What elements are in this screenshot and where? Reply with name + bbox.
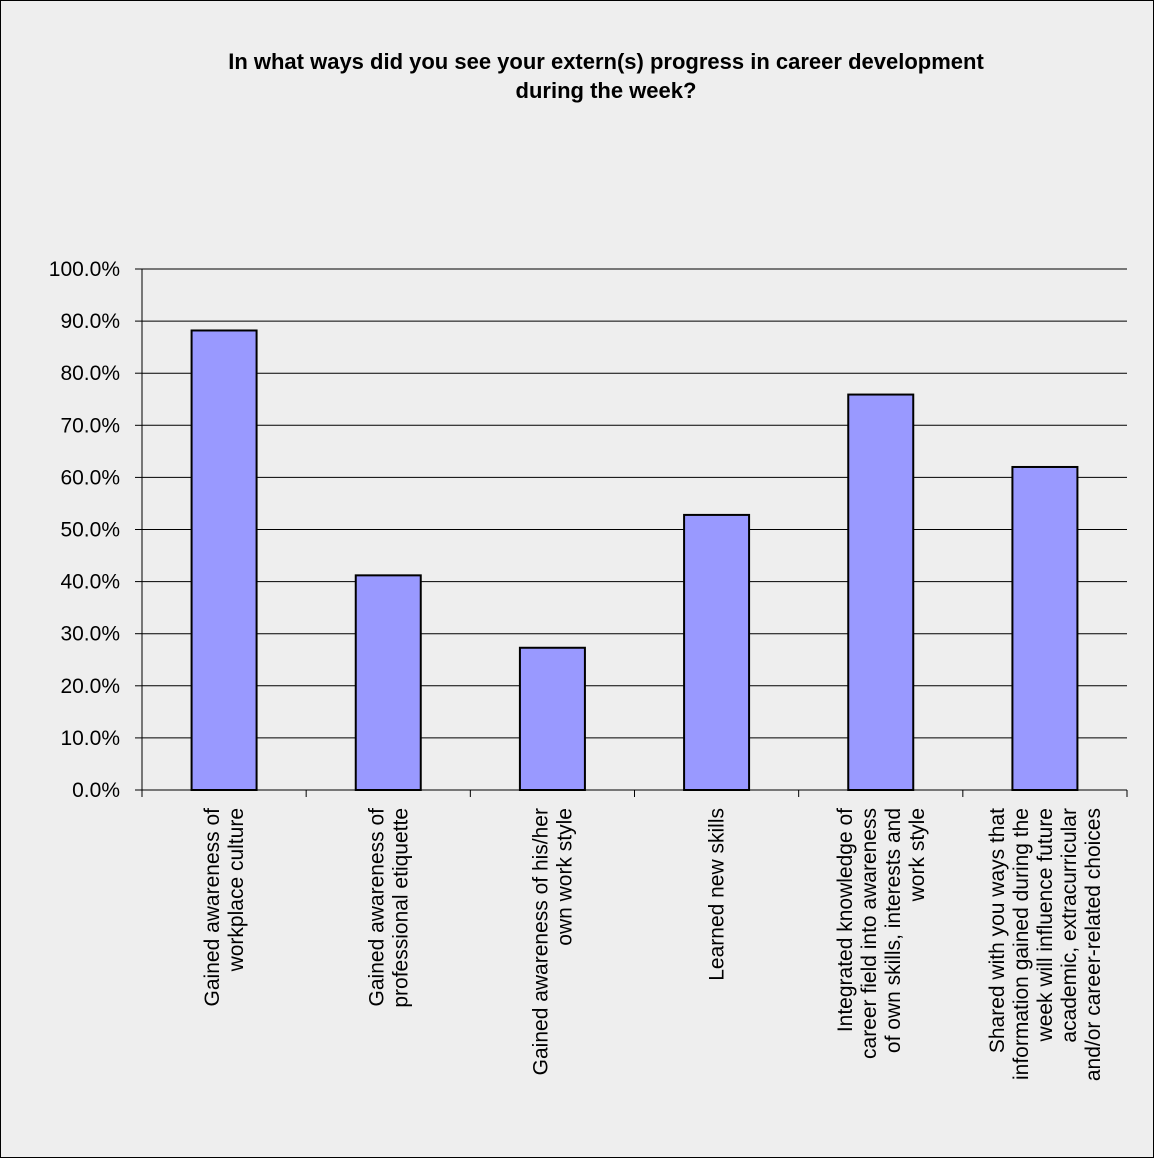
y-tick-label: 70.0% [60,414,120,437]
bars [190,329,1079,792]
bar [683,513,751,791]
y-axis-tick-labels: 0.0% 10.0% 20.0% 30.0% 40.0% 50.0% 60.0% 70.0% 8… [49,258,120,802]
y-tick-label: 80.0% [60,362,120,385]
category-label: career field into awareness [858,808,881,1059]
category-label: work style [906,808,929,902]
bar [847,393,915,791]
y-tick-label: 60.0% [60,466,120,489]
y-tick-label: 50.0% [60,519,120,542]
category-label: workplace culture [225,808,248,972]
chart-title-line: during the week? [516,78,697,103]
category-label: Shared with you ways that [986,808,1009,1053]
y-tick-label: 0.0% [72,779,120,802]
category-label: Gained awareness of his/her [529,808,552,1075]
y-tick-label: 90.0% [60,310,120,333]
category-label: information gained during the [1010,808,1033,1080]
category-label: Gained awareness of [365,808,388,1007]
category-label: Learned new skills [706,808,729,981]
bar [190,329,258,791]
x-axis-category-labels: Gained awareness of workplace culture Gain… [201,808,1105,1081]
y-tick-label: 30.0% [60,623,120,646]
category-label: and/or career-related choices [1082,808,1105,1081]
category-label: Gained awareness of [201,808,224,1007]
bar [354,574,422,792]
category-label: academic, extracurricular [1058,808,1081,1043]
gridlines [142,268,1127,739]
bar [518,646,586,792]
category-label: own work style [553,808,576,946]
axes [135,268,1128,797]
y-tick-label: 20.0% [60,675,120,698]
category-label: Integrated knowledge of [834,808,857,1032]
y-tick-label: 10.0% [60,727,120,750]
category-label: week will influence future [1034,808,1057,1042]
category-label: professional etiquette [389,808,412,1008]
bar [1011,465,1079,791]
chart-title-line: In what ways did you see your extern(s) … [228,49,984,74]
y-tick-label: 100.0% [49,258,120,281]
chart-title: In what ways did you see your extern(s) … [228,49,984,103]
category-label: of own skills, interests and [882,808,905,1053]
y-tick-label: 40.0% [60,571,120,594]
